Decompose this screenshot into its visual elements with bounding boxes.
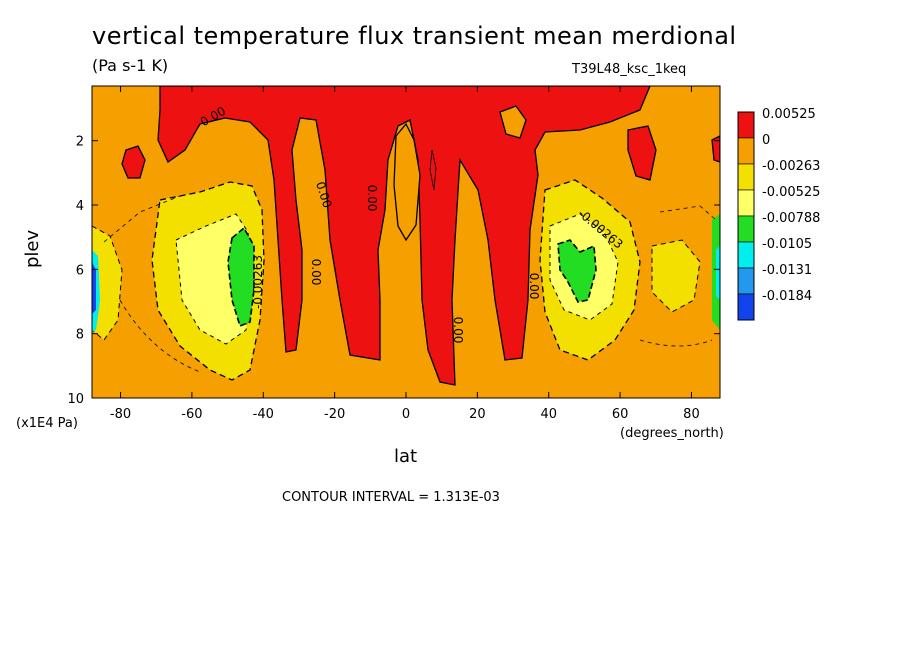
contour-thin-north <box>639 205 717 347</box>
y-ticks: 2 4 6 8 10 <box>67 135 720 407</box>
x-tick-label: 20 <box>469 407 486 422</box>
y-tick-label: 4 <box>76 199 84 214</box>
legend-swatch <box>737 111 755 139</box>
x-tick-label: 40 <box>540 407 557 422</box>
fill-yellow-far-south <box>92 225 123 341</box>
legend-label: -0.00525 <box>762 185 820 200</box>
fill-red-right-blob <box>627 125 657 181</box>
x-tick-label: -40 <box>253 407 274 422</box>
fill-red-far-right <box>711 135 720 163</box>
x-tick-label: 0 <box>402 407 410 422</box>
fill-green-south <box>227 226 255 328</box>
legend-swatch <box>737 189 755 217</box>
contour-label: 0.00 <box>309 259 323 286</box>
legend-swatch <box>737 267 755 295</box>
contour-interval: CONTOUR INTERVAL = 1.313E-03 <box>282 490 500 505</box>
x-ticks: -80 -60 -40 -20 0 20 40 60 80 <box>110 86 700 422</box>
legend-swatch <box>737 215 755 243</box>
legend-label: -0.00263 <box>762 159 820 174</box>
contour-label: -0.00263 <box>251 255 265 309</box>
chart-units: (Pa s-1 K) <box>92 56 169 75</box>
y-tick-label: 10 <box>67 392 84 407</box>
legend-swatch <box>737 137 755 165</box>
contour-thin-south <box>103 195 201 373</box>
x-tick-label: -60 <box>181 407 202 422</box>
y-tick-label: 2 <box>76 135 84 150</box>
x-tick-label: -20 <box>324 407 345 422</box>
legend-label: -0.0184 <box>762 289 812 304</box>
x-axis-label: lat <box>394 446 418 467</box>
fill-orange-right-inner <box>499 105 527 139</box>
fill-red-upper <box>157 86 651 386</box>
legend-label: -0.00788 <box>762 211 820 226</box>
legend-frame <box>737 111 755 321</box>
fill-edge-north-inner <box>716 246 720 300</box>
legend-swatch <box>737 163 755 191</box>
y-tick-label: 6 <box>76 263 84 278</box>
contour-label: 0.00 <box>527 273 541 300</box>
legend-label: -0.0131 <box>762 263 812 278</box>
y-axis-unit: (x1E4 Pa) <box>16 416 78 431</box>
run-label: T39L48_ksc_1keq <box>572 62 687 77</box>
legend-label: 0 <box>762 133 770 148</box>
contour-label: 0.00 <box>451 317 465 344</box>
fill-green-north <box>557 239 597 303</box>
contour-label: 0.00 <box>365 185 379 212</box>
contour-equator-small <box>429 149 437 191</box>
fill-orange-inner-equator <box>393 122 421 242</box>
chart-title: vertical temperature flux transient mean… <box>92 22 737 50</box>
x-tick-label: 60 <box>612 407 629 422</box>
legend-label: 0.00525 <box>762 107 816 122</box>
fill-red-left-blob <box>121 145 146 179</box>
plot-area <box>92 86 720 398</box>
fill-yellow-far-north <box>651 239 701 313</box>
x-tick-label: 80 <box>683 407 700 422</box>
legend-swatch <box>737 293 755 321</box>
x-tick-label: -80 <box>110 407 131 422</box>
y-tick-label: 8 <box>76 328 84 343</box>
color-legend: 0.00525 0 -0.00263 -0.00525 -0.00788 -0.0105 -… <box>737 107 820 321</box>
legend-swatch <box>737 241 755 269</box>
x-axis-unit: (degrees_north) <box>620 426 724 441</box>
legend-label: -0.0105 <box>762 237 812 252</box>
fill-edge-south-inner <box>92 262 96 314</box>
